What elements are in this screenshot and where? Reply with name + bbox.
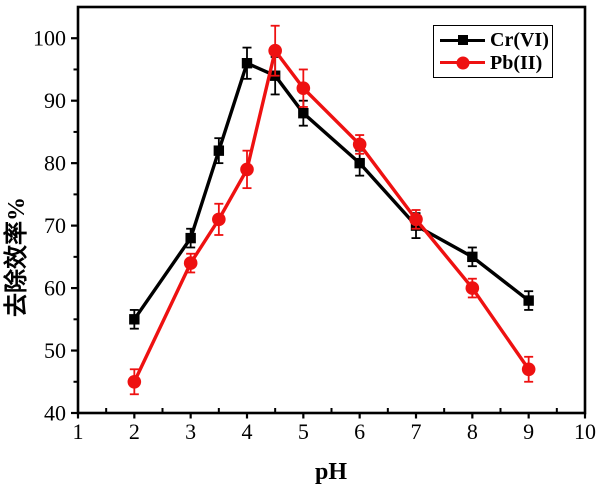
data-point-circle bbox=[465, 281, 480, 295]
plot-area: 1 2 3 4 5 6 7 8 9 10 40 50 60 70 80 90 100 bbox=[33, 5, 596, 444]
x-tick-label: 10 bbox=[574, 419, 596, 444]
data-point-square bbox=[354, 157, 365, 169]
legend-line-sample-crvi bbox=[440, 33, 485, 48]
legend-box: Cr(VI) Pb(II) bbox=[433, 25, 553, 78]
x-tick-label: 2 bbox=[129, 419, 140, 444]
legend-item-pbii: Pb(II) bbox=[440, 52, 549, 73]
data-point-square bbox=[523, 295, 534, 306]
legend-line-sample-pbii bbox=[440, 55, 485, 70]
y-axis-title: 去除效率% bbox=[2, 197, 30, 317]
y-tick-label: 40 bbox=[44, 401, 66, 426]
data-point-square bbox=[213, 145, 225, 156]
x-tick-label: 5 bbox=[298, 419, 309, 444]
y-tick-label: 70 bbox=[44, 213, 66, 238]
data-point-square bbox=[467, 251, 478, 263]
series-pbii bbox=[127, 24, 536, 396]
data-point-square bbox=[298, 107, 309, 119]
circle-marker-icon bbox=[456, 56, 469, 70]
y-tick-label: 80 bbox=[44, 151, 66, 176]
data-point-circle bbox=[409, 212, 423, 227]
y-tick-label: 90 bbox=[44, 88, 66, 113]
data-point-circle bbox=[212, 212, 226, 227]
x-tick-label: 7 bbox=[411, 419, 422, 444]
data-point-circle bbox=[240, 162, 254, 177]
x-tick-label: 1 bbox=[73, 419, 84, 444]
x-tick-label: 4 bbox=[242, 419, 253, 444]
x-tick-label: 6 bbox=[354, 419, 365, 444]
data-point-circle bbox=[521, 362, 536, 377]
series-line bbox=[132, 61, 531, 322]
data-point-circle bbox=[183, 256, 198, 270]
series-line bbox=[132, 49, 531, 384]
data-point-square bbox=[185, 232, 196, 244]
x-tick-label: 8 bbox=[467, 419, 478, 444]
y-tick-label: 50 bbox=[44, 338, 66, 363]
y-tick-label: 60 bbox=[44, 276, 66, 301]
legend-label-pbii: Pb(II) bbox=[490, 51, 543, 74]
x-axis-title: pH bbox=[315, 459, 347, 485]
square-marker-icon bbox=[457, 35, 468, 46]
data-point-circle bbox=[352, 137, 367, 152]
x-tick-label: 3 bbox=[185, 419, 196, 444]
data-point-circle bbox=[296, 81, 311, 95]
x-tick-label: 9 bbox=[523, 419, 534, 444]
data-point-square bbox=[129, 314, 140, 325]
data-point-circle bbox=[127, 374, 142, 389]
legend-item-crvi: Cr(VI) bbox=[440, 30, 549, 51]
data-point-square bbox=[241, 58, 253, 69]
legend-label-crvi: Cr(VI) bbox=[490, 29, 549, 52]
y-tick-label: 100 bbox=[33, 26, 66, 51]
data-point-circle bbox=[268, 43, 282, 58]
